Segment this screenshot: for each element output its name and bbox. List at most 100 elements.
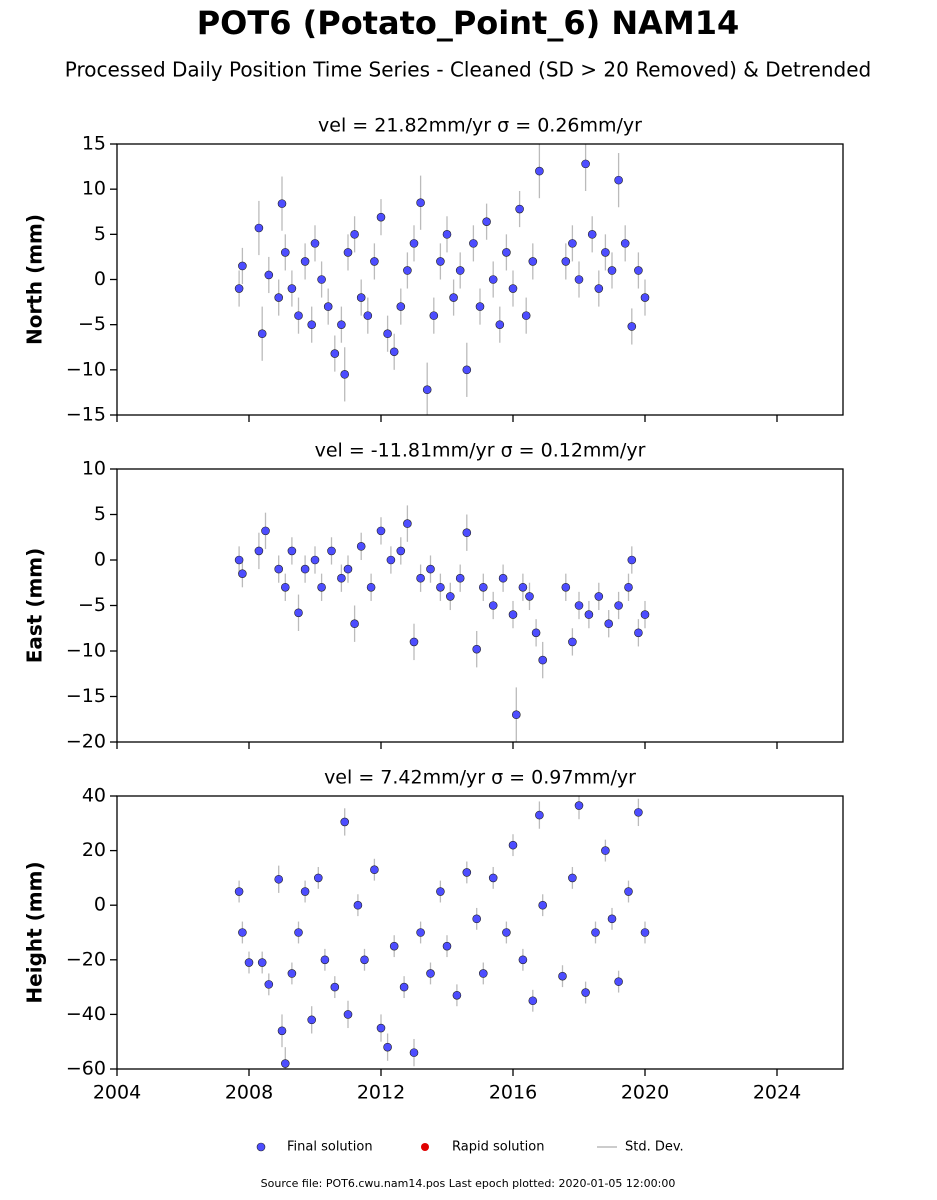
y-tick-label: −5 [78, 313, 106, 335]
point [254, 223, 264, 233]
point [535, 810, 544, 820]
point [313, 873, 323, 883]
point [337, 573, 346, 583]
x-tick-label: 2020 [621, 1082, 669, 1104]
x-tick-label: 2024 [753, 1082, 801, 1104]
point [478, 969, 488, 978]
plot-frame [116, 795, 844, 1070]
legend-label: Std. Dev. [625, 1140, 684, 1155]
y-tick-label: 10 [82, 178, 106, 200]
point [370, 257, 379, 266]
point [261, 526, 270, 536]
point [383, 329, 392, 339]
point [445, 592, 455, 601]
y-tick-label: −15 [66, 685, 106, 707]
point [409, 1048, 419, 1057]
point [389, 941, 399, 951]
y-tick-label: −60 [66, 1058, 106, 1080]
point [343, 1010, 353, 1019]
point [442, 941, 452, 951]
point [528, 996, 538, 1006]
points [234, 519, 650, 720]
y-tick-label: 10 [82, 458, 106, 480]
point [455, 266, 465, 275]
point [462, 868, 472, 877]
point [561, 582, 571, 592]
point [307, 320, 317, 329]
point [561, 257, 571, 266]
point [422, 385, 432, 395]
point [498, 573, 508, 583]
point [587, 230, 597, 239]
point [436, 887, 445, 896]
plot-frame [116, 143, 844, 416]
point [300, 887, 310, 896]
point [294, 608, 303, 618]
point [508, 840, 518, 850]
point [574, 601, 584, 610]
point [634, 266, 643, 275]
point [478, 582, 488, 592]
point [416, 198, 425, 208]
point [538, 900, 548, 910]
point [376, 526, 386, 536]
point [300, 257, 310, 266]
point [310, 555, 320, 565]
point [310, 239, 320, 248]
point [538, 655, 548, 665]
point [591, 928, 600, 937]
point [614, 601, 623, 610]
legend-swatch [421, 1143, 429, 1151]
point [462, 365, 472, 375]
y-tick-label: −20 [66, 731, 106, 753]
point [396, 546, 406, 556]
point [234, 284, 244, 293]
y-tick-label: 15 [82, 133, 106, 155]
point [614, 175, 623, 185]
point [455, 573, 465, 583]
point [535, 166, 544, 176]
point [257, 958, 267, 967]
point [488, 601, 498, 610]
point [488, 275, 498, 284]
point [416, 928, 425, 937]
x-tick-label: 2004 [93, 1082, 141, 1104]
point [383, 1042, 392, 1052]
point [403, 266, 412, 275]
point [274, 564, 284, 574]
point [462, 528, 472, 538]
y-axis-label: North (mm) [23, 214, 47, 345]
point [508, 610, 518, 619]
point [581, 988, 590, 997]
point [280, 582, 290, 592]
point [234, 555, 244, 565]
point [601, 846, 610, 855]
point [234, 887, 244, 896]
point [594, 592, 604, 601]
point [320, 955, 330, 965]
point [340, 817, 350, 827]
point [363, 311, 373, 320]
y-axis-label: Height (mm) [23, 861, 47, 1003]
point [601, 248, 610, 257]
point [323, 302, 333, 311]
point [360, 955, 369, 965]
point [604, 619, 614, 629]
point [287, 969, 297, 978]
point [409, 239, 419, 248]
point [337, 320, 346, 329]
point [518, 582, 528, 592]
point [274, 293, 284, 302]
point [574, 801, 584, 810]
panel-title: vel = 21.82mm/yr σ = 0.26mm/yr [318, 115, 642, 137]
points [234, 159, 650, 395]
point [287, 546, 297, 556]
point [511, 710, 521, 720]
y-axis-label: East (mm) [23, 548, 47, 664]
error-bars [238, 144, 646, 415]
point [452, 990, 462, 1000]
y-tick-label: 0 [94, 549, 106, 571]
point [307, 1015, 317, 1025]
point [624, 582, 633, 592]
